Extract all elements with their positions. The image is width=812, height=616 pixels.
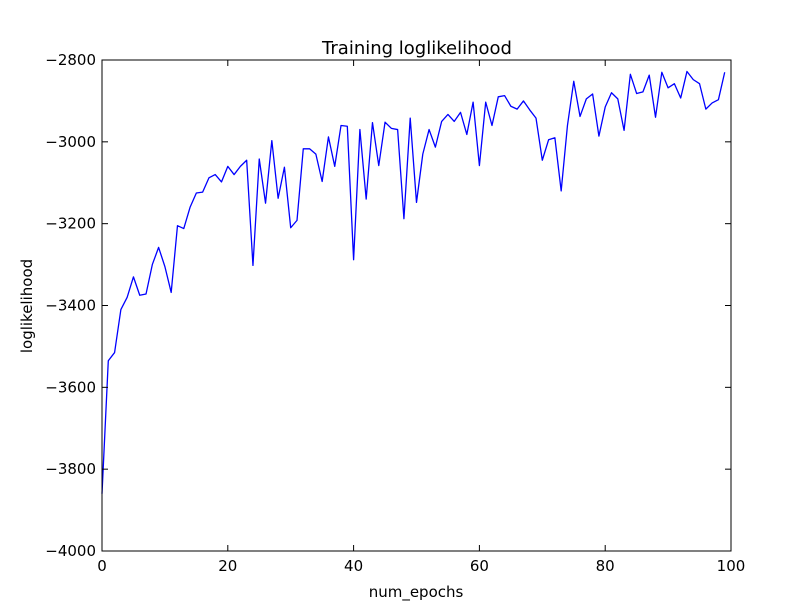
series-line bbox=[101, 70, 726, 494]
y-axis: −4000 −3800 −3600 −3400 −3200 −3000 −2800 bbox=[45, 51, 731, 560]
x-axis: 0 20 40 60 80 100 bbox=[97, 60, 745, 575]
y-tick-label: −3600 bbox=[45, 378, 96, 396]
y-axis-label: loglikelihood bbox=[18, 259, 36, 353]
x-tick-label: 20 bbox=[218, 557, 237, 575]
y-tick-label: −3400 bbox=[45, 297, 96, 315]
y-tick-label: −2800 bbox=[45, 51, 96, 69]
chart-title: Training loglikelihood bbox=[321, 38, 512, 59]
x-tick-label: 80 bbox=[596, 557, 615, 575]
y-tick-label: −3200 bbox=[45, 215, 96, 233]
y-tick-label: −4000 bbox=[45, 542, 96, 560]
x-tick-label: 0 bbox=[97, 557, 107, 575]
x-tick-label: 100 bbox=[717, 557, 746, 575]
x-tick-label: 40 bbox=[344, 557, 363, 575]
x-tick-label: 60 bbox=[470, 557, 489, 575]
x-axis-label: num_epochs bbox=[369, 583, 464, 602]
y-tick-label: −3800 bbox=[45, 460, 96, 478]
y-tick-label: −3000 bbox=[45, 133, 96, 151]
